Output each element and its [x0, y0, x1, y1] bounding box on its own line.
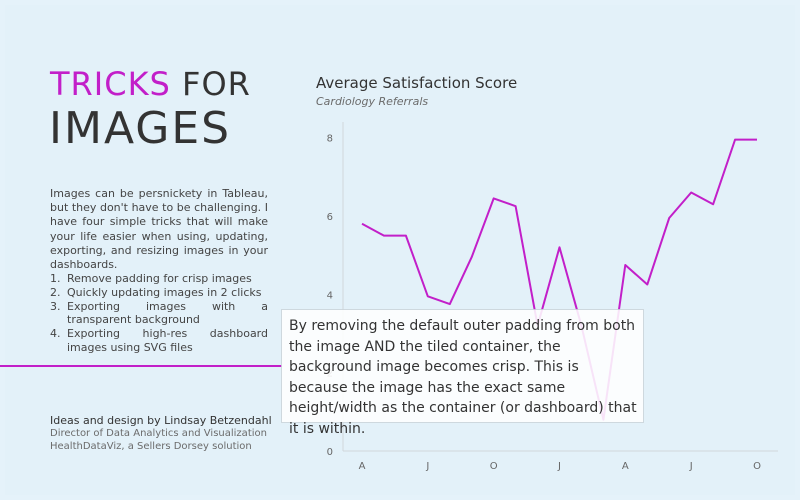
credit-organization: HealthDataViz, a Sellers Dorsey solution	[50, 441, 252, 452]
y-tick-label: 4	[327, 290, 333, 301]
list-item-number: 4.	[50, 327, 61, 341]
x-tick-label: A	[622, 461, 629, 472]
y-tick-label: 8	[327, 134, 333, 145]
list-item: 2. Quickly updating images in 2 clicks	[50, 286, 268, 300]
list-item-text: Exporting images with a transparent back…	[67, 299, 268, 327]
accent-divider-line	[0, 365, 282, 367]
x-tick-label: J	[557, 461, 561, 472]
page-title-line-1: TRICKS FOR	[50, 66, 251, 102]
callout-text: By removing the default outer padding fr…	[289, 318, 637, 437]
credit-author: Ideas and design by Lindsay Betzendahl	[50, 414, 272, 427]
chart-subtitle: Cardiology Referrals	[316, 95, 429, 108]
y-tick-label: 6	[327, 212, 333, 223]
list-item: 4. Exporting high-res dashboard images us…	[50, 327, 268, 355]
list-item: 1. Remove padding for crisp images	[50, 272, 268, 286]
x-tick-label: J	[689, 461, 693, 472]
x-tick-label: O	[490, 461, 498, 472]
y-tick-label: 0	[327, 447, 333, 458]
x-tick-label: O	[753, 461, 761, 472]
credit-role: Director of Data Analytics and Visualiza…	[50, 428, 267, 439]
intro-paragraph: Images can be persnickety in Tableau, bu…	[50, 187, 268, 272]
list-item: 3. Exporting images with a transparent ba…	[50, 300, 268, 328]
title-word-for: FOR	[182, 65, 251, 103]
list-item-text: Quickly updating images in 2 clicks	[67, 285, 262, 299]
title-accent-word: TRICKS	[50, 65, 171, 103]
list-item-text: Exporting high-res dashboard images usin…	[67, 327, 268, 354]
series-line	[361, 138, 757, 421]
x-tick-label: A	[359, 461, 366, 472]
list-item-text: Remove padding for crisp images	[67, 272, 252, 285]
list-item-number: 2.	[50, 285, 61, 299]
list-item-number: 3.	[50, 299, 61, 313]
chart-title: Average Satisfaction Score	[316, 74, 518, 92]
page-title-line-2: IMAGES	[49, 103, 232, 154]
tips-list: 1. Remove padding for crisp images 2. Quic…	[50, 272, 268, 355]
x-tick-label: J	[425, 461, 429, 472]
callout-box	[281, 309, 644, 423]
list-item-number: 1.	[50, 272, 61, 285]
